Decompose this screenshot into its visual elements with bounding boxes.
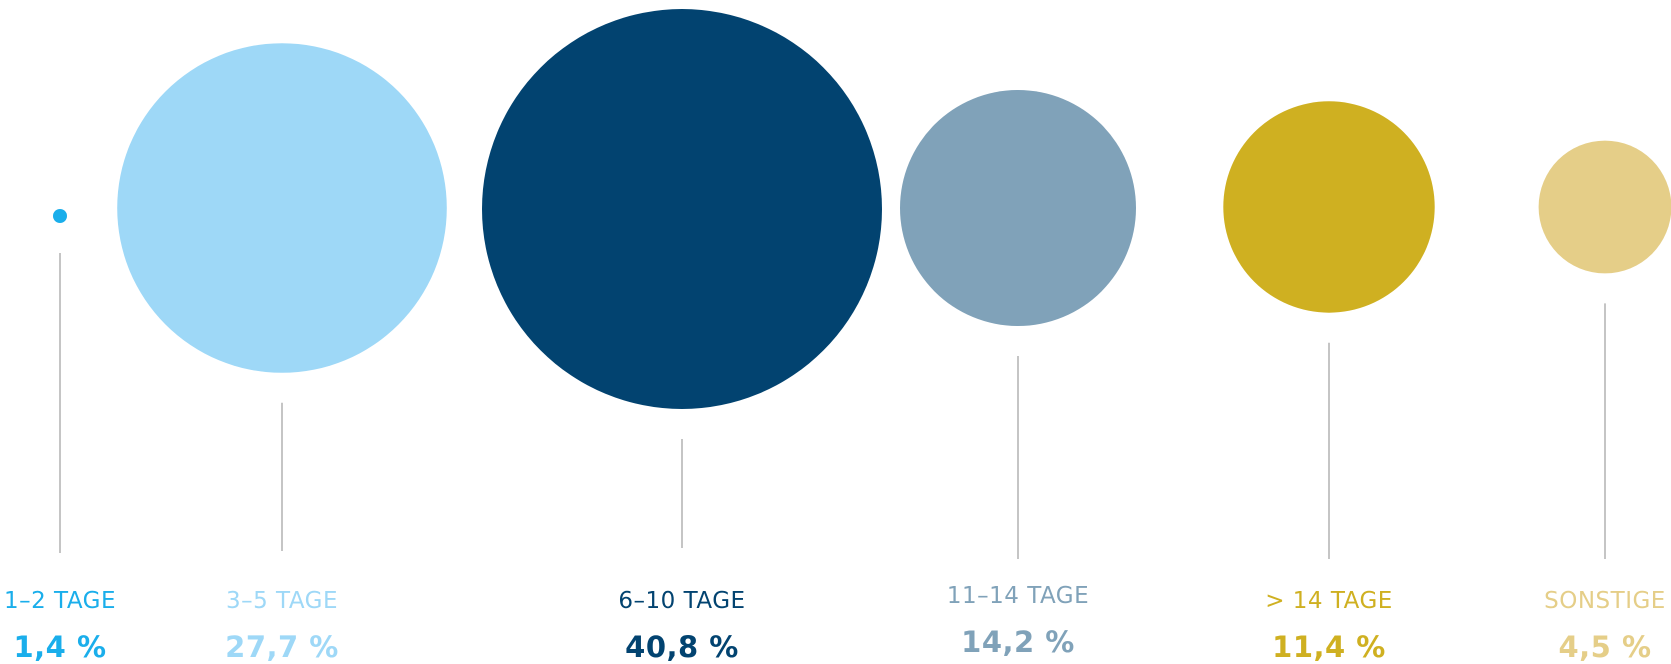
bubble-sonstige xyxy=(1538,140,1671,274)
connectors xyxy=(59,253,1606,559)
value-3-5-tage: 27,7 % xyxy=(225,630,339,664)
value-sonstige: 4,5 % xyxy=(1558,630,1651,664)
label-over-14-tage: > 14 TAGE xyxy=(1265,588,1393,614)
label-6-10-tage: 6–10 TAGE xyxy=(618,588,745,614)
label-11-14-tage: 11–14 TAGE xyxy=(947,583,1089,609)
value-6-10-tage: 40,8 % xyxy=(625,630,739,664)
bubble-over-14-tage xyxy=(1223,101,1435,313)
value-11-14-tage: 14,2 % xyxy=(961,625,1075,659)
bubble-3-5-tage xyxy=(117,43,447,373)
bubbles xyxy=(53,9,1671,409)
label-1-2-tage: 1–2 TAGE xyxy=(4,588,116,614)
value-over-14-tage: 11,4 % xyxy=(1272,630,1386,664)
value-1-2-tage: 1,4 % xyxy=(13,630,106,664)
category-labels: 1–2 TAGE 3–5 TAGE 6–10 TAGE 11–14 TAGE >… xyxy=(4,583,1666,614)
bubble-1-2-tage xyxy=(53,209,67,223)
value-labels: 1,4 % 27,7 % 40,8 % 14,2 % 11,4 % 4,5 % xyxy=(13,625,1651,664)
label-sonstige: SONSTIGE xyxy=(1544,588,1666,614)
bubble-11-14-tage xyxy=(900,90,1136,326)
bubble-6-10-tage xyxy=(482,9,882,409)
label-3-5-tage: 3–5 TAGE xyxy=(226,588,338,614)
